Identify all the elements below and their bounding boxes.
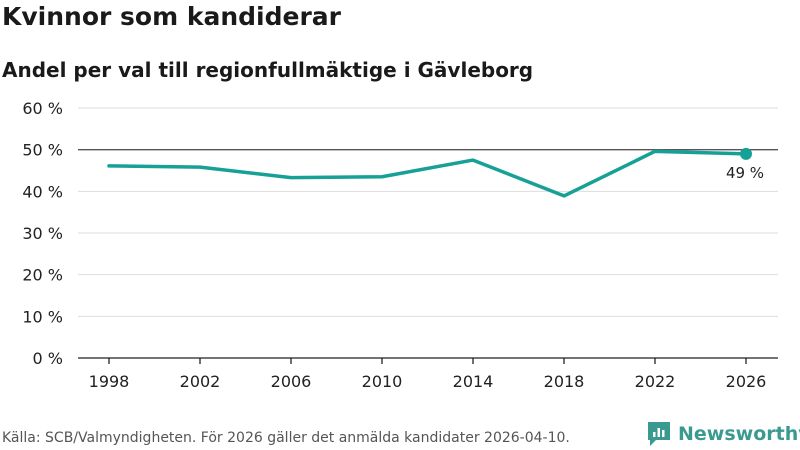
brand-logo: Newsworthy [646,420,800,448]
source-note: Källa: SCB/Valmyndigheten. För 2026 gäll… [2,430,570,446]
x-tick-label: 2010 [362,372,403,391]
series-group: 49 % [107,147,764,198]
newsworthy-icon [648,422,670,446]
chart-subtitle: Andel per val till regionfullmäktige i G… [2,58,534,82]
y-tick-label: 0 % [33,349,63,368]
y-tick-label: 50 % [22,141,63,160]
y-tick-label: 60 % [22,99,63,118]
y-axis: 0 % 10 % 20 % 30 % 40 % 50 % 60 % [22,99,778,368]
y-tick-label: 20 % [22,266,63,285]
series-line [107,149,748,198]
x-tick-label: 2018 [544,372,585,391]
x-tick-label: 2026 [726,372,767,391]
x-tick-label: 2014 [453,372,494,391]
chart-title: Kvinnor som kandiderar [2,2,341,31]
y-tick-label: 10 % [22,307,63,326]
brand-name: Newsworthy [678,423,800,445]
x-tick-label: 2006 [271,372,312,391]
end-value-label: 49 % [726,164,764,182]
y-tick-label: 30 % [22,224,63,243]
y-tick-label: 40 % [22,182,63,201]
end-point-marker [740,147,752,160]
x-tick-label: 1998 [89,372,130,391]
x-axis: 1998 2002 2006 2010 2014 2018 2022 2026 [78,357,778,391]
x-tick-label: 2022 [635,372,676,391]
x-tick-label: 2002 [180,372,221,391]
